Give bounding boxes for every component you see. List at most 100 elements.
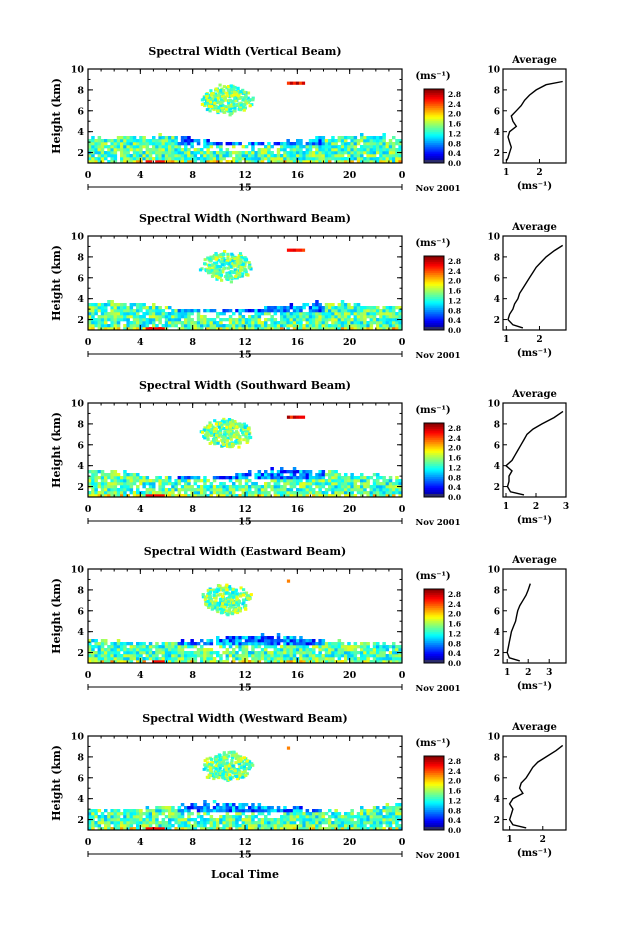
x-tick-label: 8 xyxy=(189,670,196,681)
colorbar-tick-label: 1.6 xyxy=(448,454,461,463)
colorbar xyxy=(423,588,445,664)
profile-y-tick-label: 10 xyxy=(487,566,500,576)
profile-title: Average xyxy=(511,555,557,566)
profile-y-tick-label: 10 xyxy=(487,233,500,243)
y-tick-label: 4 xyxy=(77,461,84,472)
colorbar-tick-label: 0.8 xyxy=(448,806,461,815)
colorbar-tick-label: 1.2 xyxy=(448,629,461,638)
colorbar-tick-label: 0.0 xyxy=(448,159,461,168)
profile-x-label: (ms⁻¹) xyxy=(517,181,552,192)
colorbar-tick-label: 2.8 xyxy=(448,757,461,766)
profile-line xyxy=(504,410,564,496)
profile-y-tick-label: 10 xyxy=(487,400,500,410)
colorbar-tick-label: 0.8 xyxy=(448,639,461,648)
colorbar-tick-label: 0.0 xyxy=(448,326,461,335)
colorbar-unit: (ms⁻¹) xyxy=(415,405,450,416)
profile-y-tick-label: 6 xyxy=(494,107,500,117)
profile-x-tick-label: 2 xyxy=(533,502,539,512)
x-tick-label: 20 xyxy=(343,837,357,848)
profile-title: Average xyxy=(511,222,557,233)
x-tick-label: 8 xyxy=(189,337,196,348)
colorbar-tick-label: 2.4 xyxy=(448,100,461,109)
profile-y-tick-label: 2 xyxy=(494,316,500,326)
y-tick-label: 4 xyxy=(77,294,84,305)
colorbar-tick-label: 0.4 xyxy=(448,149,461,158)
colorbar-tick-label: 2.8 xyxy=(448,590,461,599)
colorbar-tick-label: 2.0 xyxy=(448,110,461,119)
colorbar xyxy=(423,255,445,331)
profile-x-tick-label: 2 xyxy=(536,335,542,345)
y-tick-label: 10 xyxy=(71,565,85,576)
y-tick-label: 6 xyxy=(77,273,84,284)
x-tick-label: 8 xyxy=(189,504,196,515)
profile-x-label: (ms⁻¹) xyxy=(517,515,552,526)
colorbar-unit: (ms⁻¹) xyxy=(415,738,450,749)
y-tick-label: 2 xyxy=(77,815,84,826)
profile-y-tick-label: 6 xyxy=(494,441,500,451)
profile-y-tick-label: 2 xyxy=(494,483,500,493)
date-label: Nov 2001 xyxy=(416,851,461,861)
x-tick-label: 0 xyxy=(85,170,92,181)
colorbar-tick-label: 1.2 xyxy=(448,796,461,805)
colorbar-unit: (ms⁻¹) xyxy=(415,71,450,82)
profile-y-tick-label: 4 xyxy=(494,462,500,472)
date-label: Nov 2001 xyxy=(416,518,461,528)
colorbar-tick-label: 1.2 xyxy=(448,463,461,472)
profile-frame xyxy=(502,235,567,331)
profile-line xyxy=(506,583,531,662)
profile-line xyxy=(507,244,564,329)
profile-frame xyxy=(502,68,567,164)
profile-line xyxy=(508,744,564,829)
profile-x-tick-label: 3 xyxy=(546,668,552,678)
x-tick-label: 20 xyxy=(343,670,357,681)
colorbar-tick-label: 2.4 xyxy=(448,267,461,276)
profile-frame xyxy=(502,402,567,498)
colorbar-tick-label: 0.0 xyxy=(448,659,461,668)
x-tick-label: 12 xyxy=(238,837,251,848)
y-axis-label: Height (km) xyxy=(50,578,63,654)
colorbar xyxy=(423,422,445,498)
colorbar-tick-label: 2.8 xyxy=(448,90,461,99)
profile-x-tick-label: 1 xyxy=(504,668,510,678)
y-tick-label: 8 xyxy=(77,252,84,263)
profile-line xyxy=(505,80,563,162)
date-label: Nov 2001 xyxy=(416,351,461,361)
colorbar-unit: (ms⁻¹) xyxy=(415,238,450,249)
colorbar-tick-label: 2.4 xyxy=(448,767,461,776)
x-tick-label: 20 xyxy=(343,337,357,348)
profile-frame xyxy=(502,735,567,831)
x-tick-label: 4 xyxy=(137,670,144,681)
y-tick-label: 6 xyxy=(77,606,84,617)
colorbar-tick-label: 0.4 xyxy=(448,316,461,325)
colorbar-tick-label: 0.0 xyxy=(448,826,461,835)
date-label: Nov 2001 xyxy=(416,184,461,194)
profile-y-tick-label: 6 xyxy=(494,274,500,284)
panel-title: Spectral Width (Southward Beam) xyxy=(139,379,351,392)
profile-x-tick-label: 2 xyxy=(525,668,531,678)
colorbar-tick-label: 0.4 xyxy=(448,483,461,492)
profile-frame xyxy=(502,568,567,664)
panel-title: Spectral Width (Eastward Beam) xyxy=(144,545,346,558)
y-tick-label: 6 xyxy=(77,773,84,784)
y-axis-label: Height (km) xyxy=(50,412,63,488)
x-tick-label: 16 xyxy=(291,170,305,181)
colorbar-tick-label: 0.8 xyxy=(448,139,461,148)
local-time-label: Local Time xyxy=(211,868,279,881)
colorbar-tick-label: 2.0 xyxy=(448,610,461,619)
colorbar-tick-label: 2.0 xyxy=(448,444,461,453)
profile-y-tick-label: 4 xyxy=(494,628,500,638)
heatmap-cells xyxy=(88,746,402,831)
profile-y-tick-label: 10 xyxy=(487,733,500,743)
profile-y-tick-label: 8 xyxy=(494,86,500,96)
y-tick-label: 2 xyxy=(77,148,84,159)
x-tick-label: 20 xyxy=(343,504,357,515)
colorbar-tick-label: 1.6 xyxy=(448,787,461,796)
y-tick-label: 10 xyxy=(71,232,85,243)
x-tick-label: 12 xyxy=(238,170,251,181)
colorbar-tick-label: 0.0 xyxy=(448,493,461,502)
x-tick-label: 12 xyxy=(238,504,251,515)
